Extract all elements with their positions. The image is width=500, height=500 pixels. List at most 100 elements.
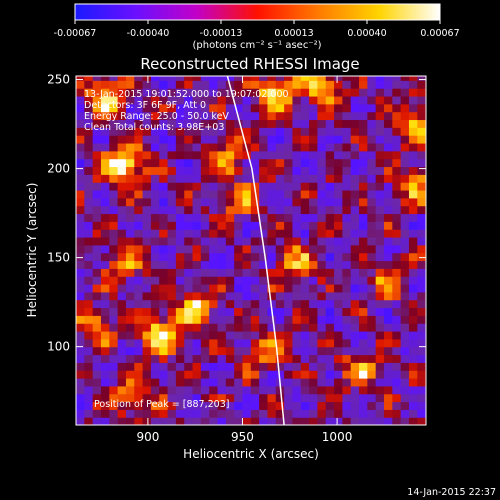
heatmap-cell xyxy=(184,95,194,105)
heatmap-cell xyxy=(342,221,352,230)
heatmap-cell xyxy=(325,409,335,418)
heatmap-cell xyxy=(100,283,110,293)
heatmap-cell xyxy=(309,142,318,152)
heatmap-cell xyxy=(250,88,260,97)
heatmap-cell xyxy=(300,354,310,363)
annotation-block: 13-Jan-2015 19:01:52.000 to 19:07:02.000… xyxy=(84,89,289,133)
heatmap-cell xyxy=(184,354,194,363)
heatmap-cell xyxy=(309,95,318,105)
heatmap-cell xyxy=(242,307,252,316)
heatmap-cell xyxy=(284,401,294,410)
heatmap-cell xyxy=(234,244,244,254)
heatmap-cell xyxy=(384,252,393,262)
heatmap-cell xyxy=(76,88,85,97)
heatmap-cell xyxy=(375,88,385,97)
heatmap-cell xyxy=(392,354,402,363)
heatmap-cell xyxy=(184,291,194,301)
heatmap-cell xyxy=(84,252,94,262)
heatmap-cell xyxy=(275,111,285,121)
heatmap-cell xyxy=(84,330,94,340)
heatmap-cell xyxy=(300,213,310,222)
heatmap-cell xyxy=(284,127,294,136)
heatmap-cell xyxy=(392,393,402,403)
heatmap-cell xyxy=(250,307,260,316)
heatmap-cell xyxy=(400,276,410,285)
heatmap-cell xyxy=(192,213,202,222)
heatmap-cell xyxy=(134,330,144,340)
heatmap-cell xyxy=(375,80,385,89)
heatmap-cell xyxy=(167,291,177,301)
heatmap-cell xyxy=(259,174,269,183)
heatmap-cell xyxy=(292,95,302,105)
heatmap-cell xyxy=(92,229,102,238)
heatmap-cell xyxy=(375,221,385,230)
heatmap-cell xyxy=(334,189,343,199)
heatmap-cell xyxy=(250,111,260,121)
heatmap-cell xyxy=(159,95,169,105)
heatmap-cell xyxy=(325,346,335,356)
heatmap-cell xyxy=(425,338,426,348)
heatmap-cell xyxy=(209,127,219,136)
heatmap-cell xyxy=(284,315,294,324)
heatmap-cell xyxy=(225,236,235,246)
heatmap-cell xyxy=(259,88,269,97)
heatmap-cell xyxy=(125,252,135,262)
heatmap-cell xyxy=(317,103,327,113)
heatmap-cell xyxy=(92,252,102,262)
chart-title: Reconstructed RHESSI Image xyxy=(140,55,359,73)
heatmap-cell xyxy=(350,299,360,309)
heatmap-cell xyxy=(334,354,343,363)
heatmap-cell xyxy=(217,142,227,152)
heatmap-cell xyxy=(309,385,318,395)
heatmap-cell xyxy=(408,385,418,395)
heatmap-cell xyxy=(159,189,169,199)
heatmap-cell xyxy=(292,103,302,113)
heatmap-cell xyxy=(325,127,335,136)
heatmap-cell xyxy=(200,229,210,238)
heatmap-cell xyxy=(209,377,219,387)
heatmap-cell xyxy=(134,80,144,89)
heatmap-cell xyxy=(209,174,219,183)
heatmap-cell xyxy=(142,346,152,356)
heatmap-cell xyxy=(225,283,235,293)
heatmap-cell xyxy=(76,229,85,238)
heatmap-cell xyxy=(76,182,85,191)
heatmap-cell xyxy=(309,174,318,183)
heatmap-cell xyxy=(117,111,127,121)
heatmap-cell xyxy=(350,393,360,403)
heatmap-cell xyxy=(300,417,310,425)
heatmap-cell xyxy=(92,299,102,309)
heatmap-cell xyxy=(217,221,227,230)
heatmap-cell xyxy=(309,244,318,254)
heatmap-cell xyxy=(392,236,402,246)
heatmap-cell xyxy=(259,338,269,348)
heatmap-cell xyxy=(242,236,252,246)
annotation-time: 13-Jan-2015 19:01:52.000 to 19:07:02.000 xyxy=(84,89,289,100)
heatmap-cell xyxy=(76,236,85,246)
heatmap-cell xyxy=(317,370,327,379)
heatmap-cell xyxy=(159,158,169,168)
heatmap-cell xyxy=(250,174,260,183)
heatmap-cell xyxy=(92,205,102,215)
heatmap-cell xyxy=(300,205,310,215)
heatmap-cell xyxy=(267,197,277,207)
heatmap-cell xyxy=(309,158,318,168)
heatmap-cell xyxy=(109,385,119,395)
heatmap-cell xyxy=(292,346,302,356)
heatmap-cell xyxy=(309,393,318,403)
heatmap-cell xyxy=(150,76,160,81)
heatmap-cell xyxy=(425,103,426,113)
heatmap-cell xyxy=(175,346,185,356)
heatmap-cell xyxy=(217,158,227,168)
heatmap-cell xyxy=(125,88,135,97)
heatmap-cell xyxy=(334,127,343,136)
heatmap-cell xyxy=(267,252,277,262)
heatmap-cell xyxy=(417,377,426,387)
heatmap-cell xyxy=(234,103,244,113)
heatmap-cell xyxy=(100,354,110,363)
heatmap-cell xyxy=(325,142,335,152)
heatmap-cell xyxy=(392,189,402,199)
heatmap-cell xyxy=(142,76,152,81)
heatmap-cell xyxy=(300,330,310,340)
heatmap-cell xyxy=(150,362,160,371)
